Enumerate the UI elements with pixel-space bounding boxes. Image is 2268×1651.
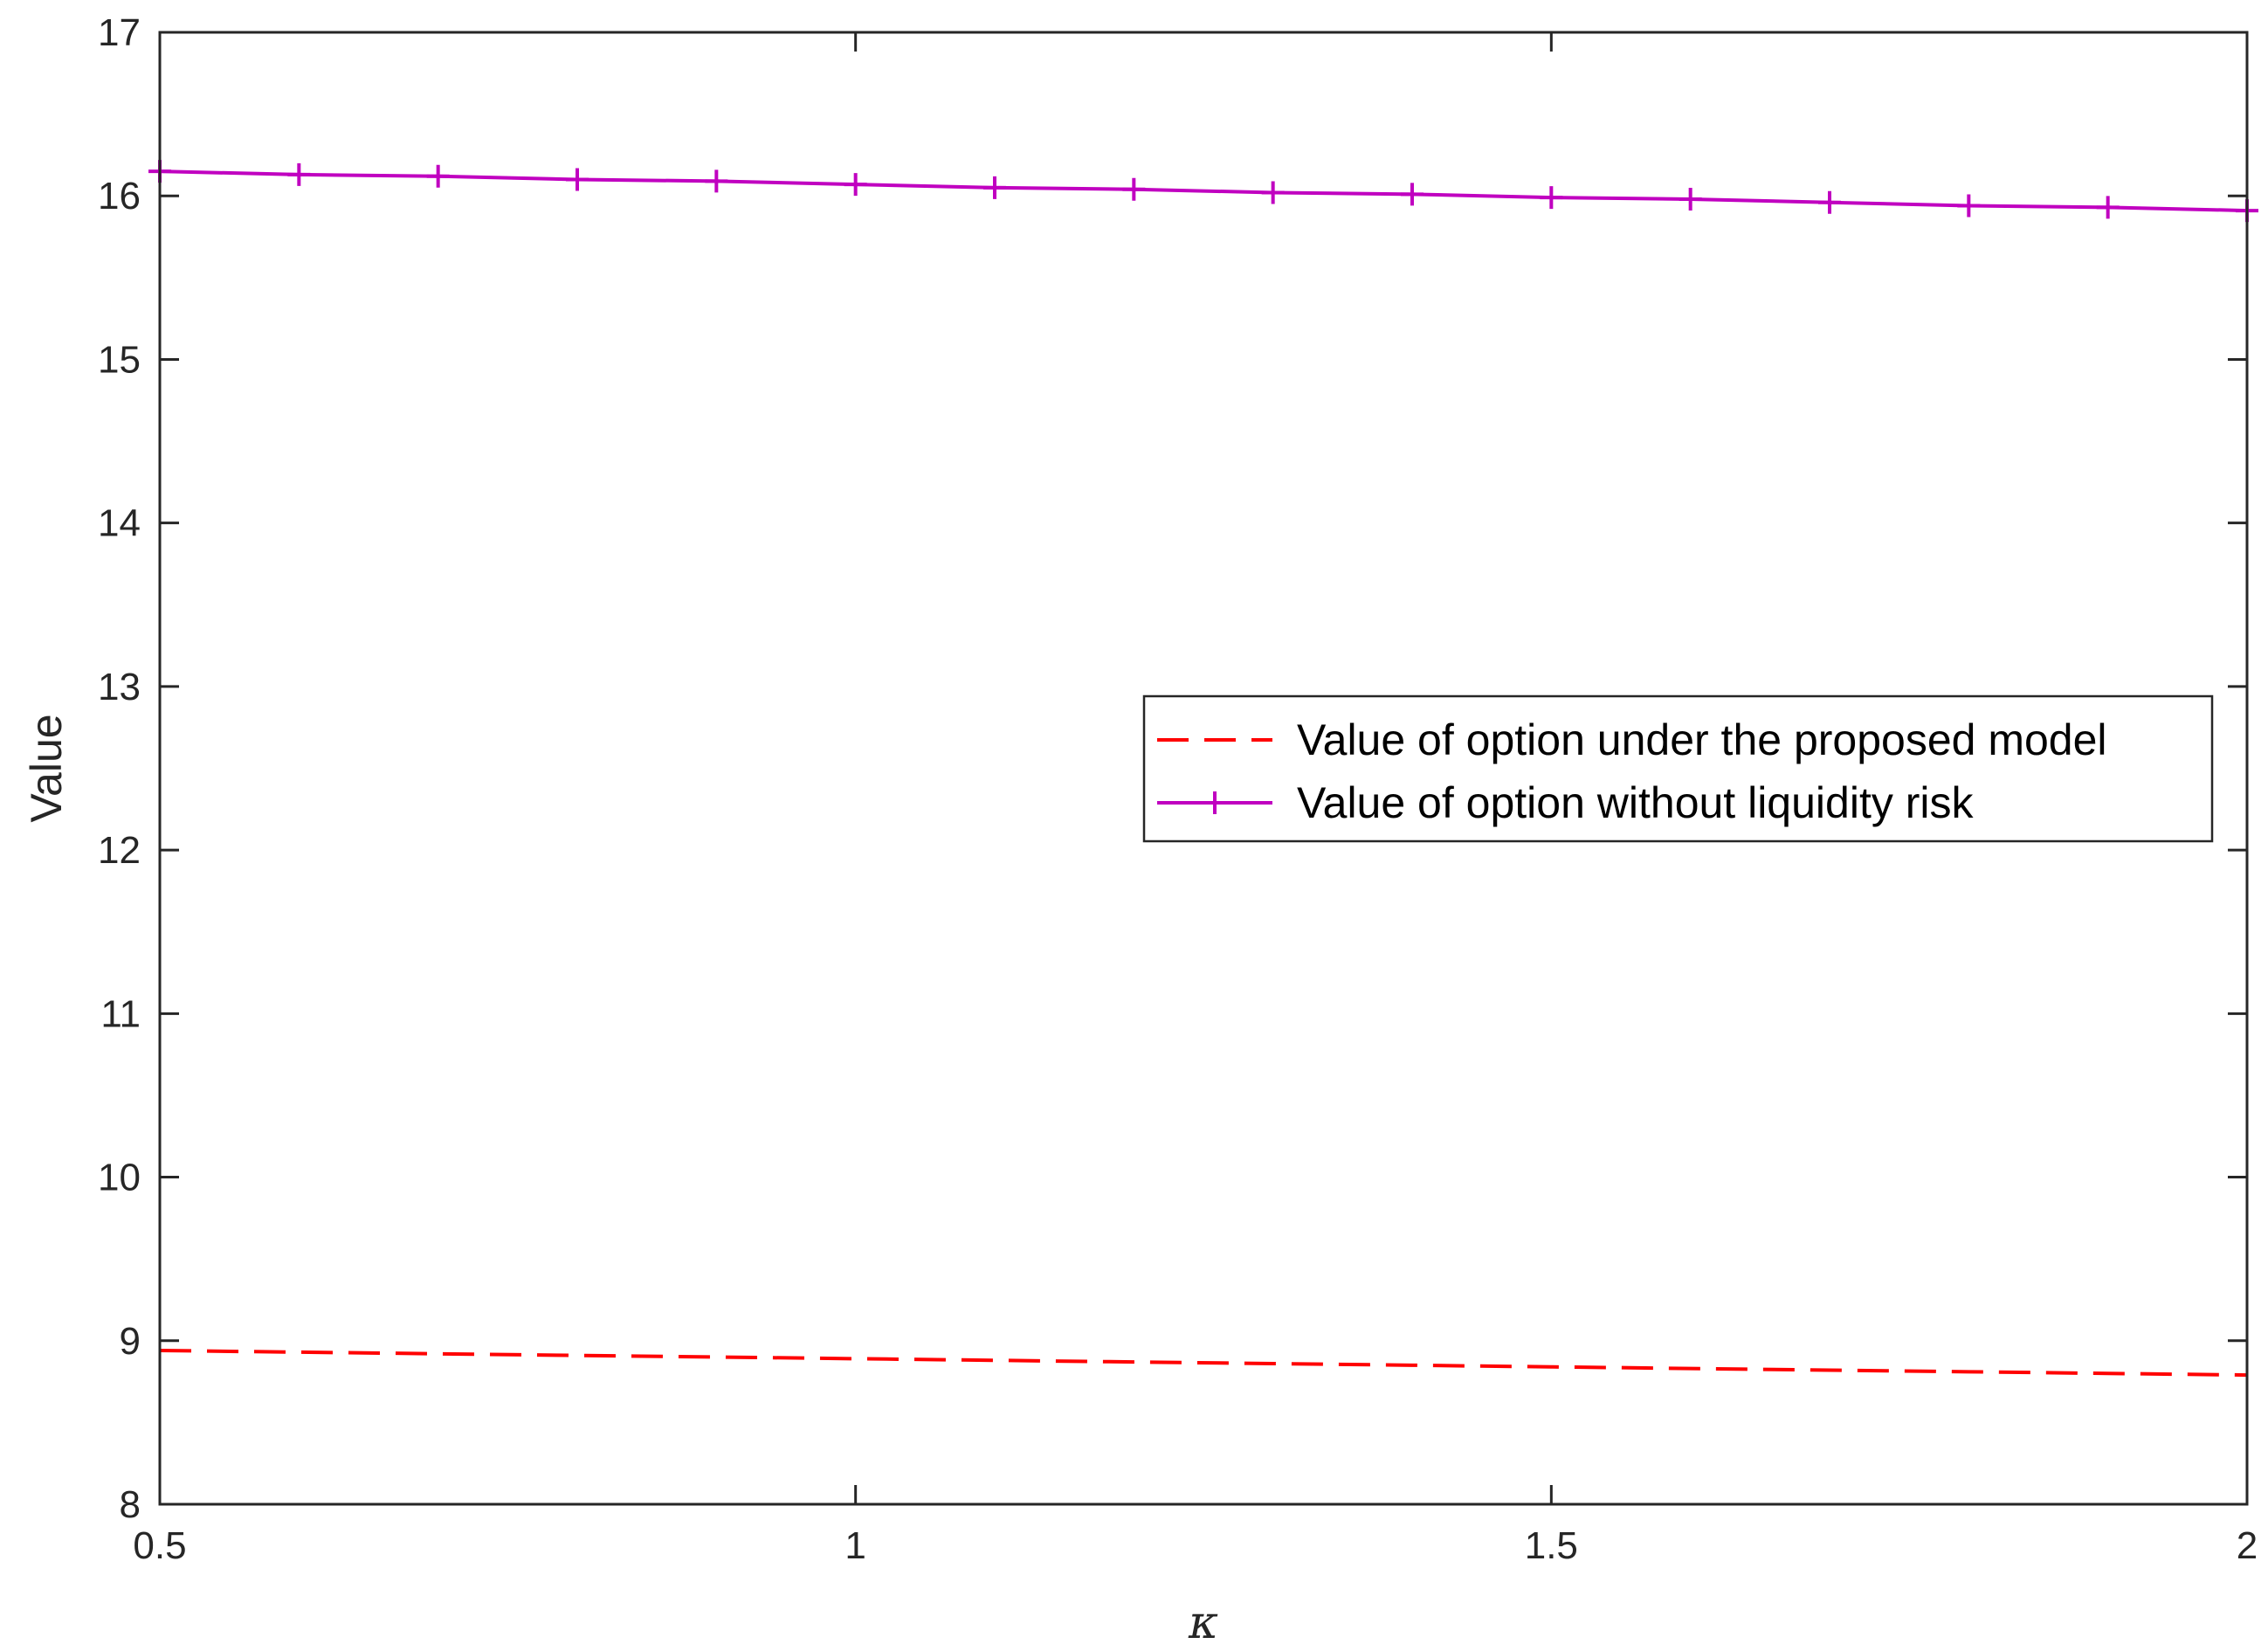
- y-tick-label: 12: [98, 829, 141, 872]
- data-point-marker: [1122, 177, 1146, 201]
- data-point-marker: [2096, 196, 2120, 219]
- data-point-marker: [983, 176, 1006, 199]
- x-tick-label: 0.5: [133, 1524, 186, 1567]
- y-tick-label: 16: [98, 175, 141, 218]
- x-tick-label: 1.5: [1525, 1524, 1578, 1567]
- data-point-marker: [1679, 187, 1702, 211]
- legend-label-proposed-model: Value of option under the proposed model: [1297, 715, 2107, 764]
- y-tick-label: 15: [98, 338, 141, 381]
- y-tick-label: 8: [120, 1483, 141, 1526]
- x-axis-label: κ: [1188, 1597, 1218, 1649]
- y-tick-label: 10: [98, 1157, 141, 1199]
- y-axis-label: Value: [22, 714, 71, 822]
- data-point-marker: [1540, 186, 1563, 210]
- data-point-marker: [844, 173, 867, 197]
- y-tick-label: 14: [98, 502, 141, 545]
- y-tick-label: 9: [120, 1320, 141, 1363]
- legend-marker-without-liquidity-risk: [1203, 791, 1226, 814]
- data-point-marker: [1261, 181, 1285, 204]
- y-tick-label: 17: [98, 11, 141, 54]
- legend-plus-marker: [1203, 791, 1226, 814]
- axis-ticks: 0.5 1 1.5 2 8 9 10 11 12 13 14 15 16 17: [98, 11, 2258, 1567]
- data-point-marker: [1957, 194, 1981, 218]
- legend: Value of option under the proposed model…: [1142, 694, 2214, 843]
- x-tick-label: 2: [2237, 1524, 2258, 1567]
- data-point-marker: [426, 164, 450, 188]
- plot-area-frame: [158, 31, 2249, 1506]
- data-point-marker: [1401, 183, 1424, 206]
- data-point-marker: [566, 168, 589, 191]
- x-tick-label: 1: [844, 1524, 865, 1567]
- y-tick-label: 13: [98, 666, 141, 708]
- legend-box: [1142, 694, 2214, 843]
- legend-label-without-liquidity-risk: Value of option without liquidity risk: [1297, 778, 1974, 827]
- data-point-marker: [705, 169, 728, 193]
- series-line-1: [159, 169, 2248, 213]
- series-line-0: [159, 1349, 2248, 1378]
- y-tick-label: 11: [100, 992, 141, 1035]
- data-point-marker: [1818, 190, 1841, 214]
- data-point-marker: [287, 162, 311, 186]
